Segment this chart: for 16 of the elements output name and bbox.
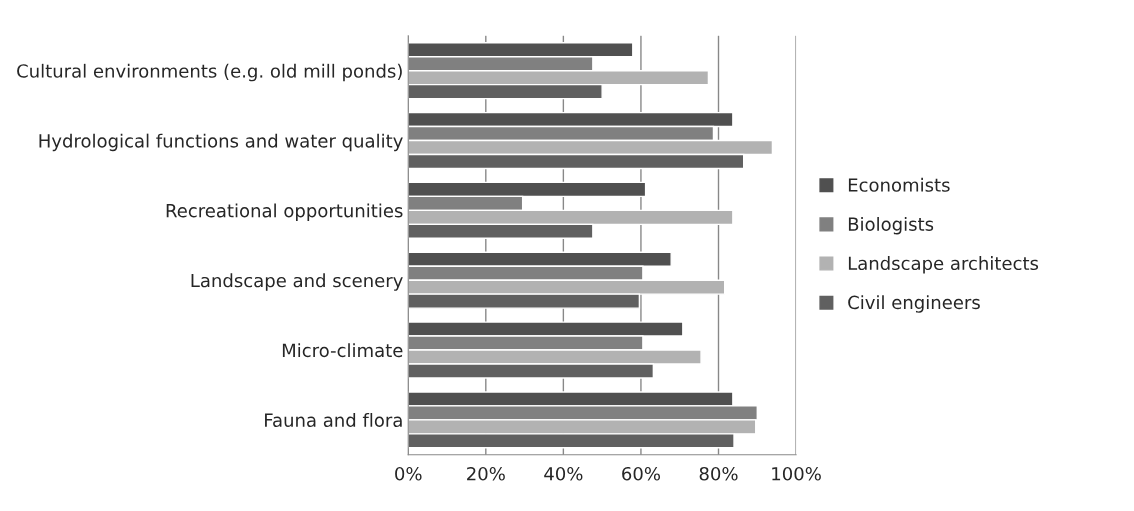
x-tick-label: 40% [544, 466, 583, 481]
legend-label: Economists [848, 177, 950, 192]
y-tick-label: Fauna and flora [265, 413, 402, 427]
y-tick-label: Micro-climate [282, 343, 403, 358]
x-tick-label: 0% [395, 466, 422, 481]
legend-label: Landscape architects [848, 256, 1039, 274]
y-tick-label: Hydrological functions and water quality [39, 133, 403, 152]
y-tick-label: Cultural environments (e.g. old mill ponds) [17, 63, 402, 82]
x-tick-label: 80% [699, 466, 738, 481]
y-tick-label: Landscape and scenery [191, 273, 403, 291]
legend-label: Civil engineers [848, 295, 980, 313]
y-tick-label: Recreational opportunities [166, 203, 403, 221]
x-tick-label: 20% [467, 466, 505, 481]
legend-label: Biologists [848, 216, 934, 235]
x-tick-label: 100% [772, 466, 821, 481]
x-tick-label: 60% [622, 466, 661, 481]
